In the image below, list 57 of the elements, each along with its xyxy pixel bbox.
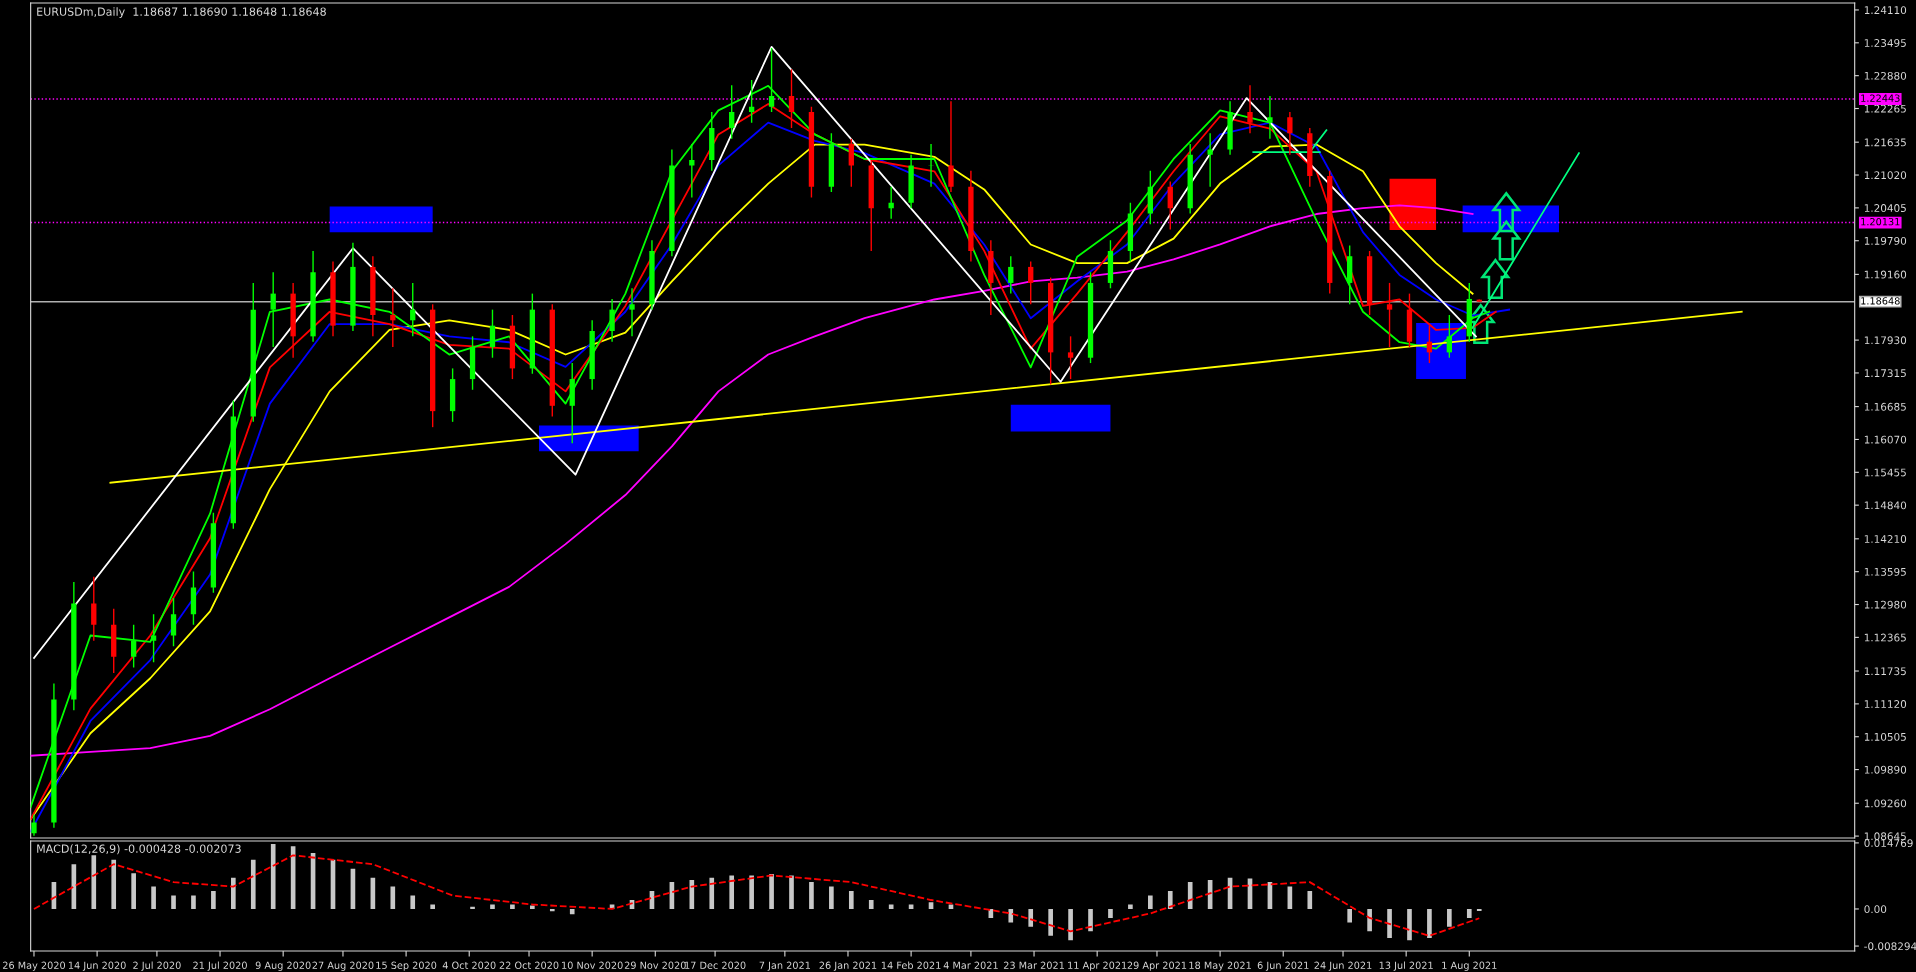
x-tick-label: 22 Oct 2020 [499, 961, 559, 969]
y-tick-label: 1.11735 [1864, 667, 1906, 676]
x-tick-label: 17 Dec 2020 [685, 961, 746, 969]
x-tick-label: 27 Aug 2020 [312, 961, 374, 971]
y-tick-label: 1.15455 [1864, 468, 1906, 477]
y-tick-label: 1.17315 [1864, 369, 1906, 378]
x-tick-label: 23 Mar 2021 [1003, 961, 1064, 969]
y-tick-label: 1.14210 [1864, 535, 1907, 543]
y-tick-label: 1.22880 [1864, 71, 1907, 80]
x-tick-label: 4 Mar 2021 [943, 961, 998, 969]
ref-line-label: 1.20131 [1861, 217, 1900, 226]
y-tick-label: 1.19160 [1864, 270, 1907, 279]
y-tick-label: 1.17930 [1864, 336, 1907, 345]
chart-title: EURUSDm,Daily 1.18687 1.18690 1.18648 1.18648 [37, 7, 326, 18]
y-tick-label: 1.16685 [1864, 402, 1906, 411]
y-tick-label: 1.12980 [1864, 600, 1907, 609]
x-tick-label: 29 Apr 2021 [1127, 961, 1187, 971]
ref-line-label: 1.18648 [1861, 297, 1900, 305]
x-tick-label: 26 May 2020 [2, 961, 66, 971]
x-tick-label: 11 Apr 2021 [1068, 961, 1127, 971]
y-tick-label: 0.00 [1864, 905, 1887, 914]
y-tick-label: 1.21635 [1864, 138, 1906, 147]
y-tick-label: 1.11120 [1864, 700, 1907, 708]
x-tick-label: 6 Jun 2021 [1257, 961, 1309, 971]
y-tick-label: 1.08645 [1864, 832, 1906, 841]
chart-title: MACD(12,26,9) -0.000428 -0.002073 [37, 844, 241, 855]
x-tick-label: 1 Aug 2021 [1442, 961, 1497, 971]
x-tick-label: 24 Jun 2021 [1314, 961, 1372, 971]
x-tick-label: 26 Jan 2021 [819, 961, 877, 971]
x-tick-label: 21 Jul 2020 [193, 961, 247, 971]
x-tick-label: 14 Feb 2021 [881, 961, 941, 969]
x-tick-label: 7 Jan 2021 [759, 961, 811, 971]
y-tick-label: 1.12365 [1864, 633, 1906, 642]
y-tick-label: 1.14840 [1864, 501, 1907, 510]
ref-line-label: 1.22443 [1861, 94, 1900, 102]
y-tick-label: 0.014769 [1864, 839, 1913, 848]
x-tick-label: 4 Oct 2020 [442, 961, 496, 969]
y-tick-label: 1.10505 [1864, 732, 1906, 741]
y-tick-label: 1.09890 [1864, 765, 1907, 774]
y-tick-label: 1.22265 [1864, 104, 1906, 113]
y-tick-label: 1.23495 [1864, 39, 1906, 47]
y-tick-label: 1.20405 [1864, 204, 1906, 212]
x-tick-label: 14 Jun 2020 [68, 961, 126, 971]
y-tick-label: -0.008294 [1864, 942, 1916, 951]
x-tick-label: 10 Nov 2020 [562, 961, 623, 969]
x-tick-label: 2 Jul 2020 [133, 961, 181, 971]
y-tick-label: 1.13595 [1864, 567, 1906, 576]
y-tick-label: 1.16070 [1864, 435, 1907, 444]
x-tick-label: 18 May 2021 [1189, 961, 1251, 971]
x-tick-label: 29 Nov 2020 [624, 961, 686, 969]
y-tick-label: 1.24110 [1864, 6, 1907, 15]
x-tick-label: 15 Sep 2020 [376, 961, 437, 971]
y-tick-label: 1.09260 [1864, 799, 1907, 808]
x-tick-label: 9 Aug 2020 [255, 961, 311, 971]
y-tick-label: 1.21020 [1864, 171, 1907, 180]
y-tick-label: 1.19790 [1864, 236, 1907, 245]
x-tick-label: 13 Jul 2021 [1379, 961, 1433, 971]
